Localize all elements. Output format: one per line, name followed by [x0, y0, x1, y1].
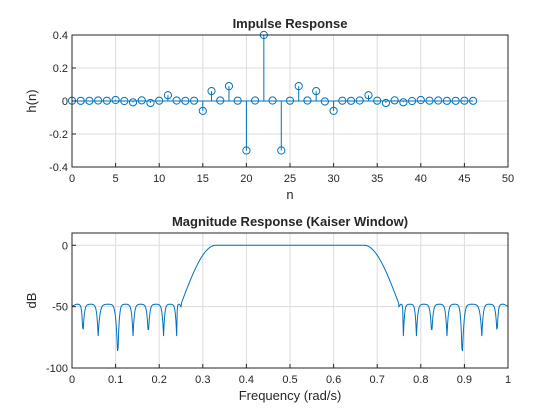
impulse-stems — [67, 30, 478, 155]
stem-marker — [407, 96, 417, 106]
stem-marker — [320, 97, 329, 106]
x-tick-label: 0.4 — [239, 374, 254, 386]
y-tick-label: -100 — [46, 363, 68, 375]
impulse-response-axes: 0 5 10 15 20 25 30 35 40 45 50 -0.4 -0.2 0 0.2 0.4 Imp… — [24, 16, 514, 202]
magnitude-x-ticks: 0 0.1 0.2 0.3 0.4 0.5 0.6 0.7 0.8 0.9 1 — [69, 364, 511, 386]
stem-marker — [390, 96, 399, 105]
stem-marker — [364, 91, 373, 100]
stem-marker — [146, 98, 155, 108]
stem-marker — [338, 96, 347, 105]
x-tick-label: 0.6 — [326, 374, 341, 386]
impulse-x-label: n — [286, 187, 293, 202]
magnitude-y-ticks: -100 -50 0 — [46, 240, 76, 375]
stem-marker — [451, 96, 460, 105]
impulse-y-ticks: -0.4 -0.2 0 0.2 0.4 — [49, 30, 76, 174]
stem-marker — [85, 96, 94, 105]
stem-marker — [285, 96, 295, 105]
stem-marker — [381, 98, 391, 108]
x-tick-label: 0.2 — [152, 374, 167, 386]
stem-marker — [434, 96, 443, 105]
magnitude-y-label: dB — [24, 293, 39, 309]
y-tick-label: -0.2 — [49, 129, 68, 141]
x-tick-label: 35 — [371, 173, 383, 185]
stem-marker — [216, 96, 225, 105]
impulse-title: Impulse Response — [233, 16, 348, 31]
stem-marker — [155, 96, 164, 105]
y-tick-label: 0 — [62, 240, 68, 252]
stem-marker — [120, 96, 129, 106]
y-tick-label: 0 — [62, 96, 68, 108]
stem-marker — [373, 96, 382, 105]
stem-marker — [172, 96, 181, 105]
stem-marker — [294, 82, 303, 91]
x-tick-label: 1 — [505, 374, 511, 386]
x-tick-label: 20 — [240, 173, 252, 185]
magnitude-title: Magnitude Response (Kaiser Window) — [172, 214, 408, 229]
x-tick-label: 45 — [458, 173, 470, 185]
x-tick-label: 10 — [153, 173, 165, 185]
x-tick-label: 0 — [69, 374, 75, 386]
stem-marker — [355, 96, 364, 105]
y-tick-label: -50 — [52, 302, 68, 314]
stem-marker — [442, 96, 452, 105]
impulse-y-label: h(n) — [24, 89, 39, 112]
stem-marker — [346, 96, 356, 105]
stem-marker — [224, 82, 234, 91]
x-tick-label: 50 — [502, 173, 514, 185]
stem-marker — [128, 98, 138, 107]
stem-marker — [242, 146, 251, 155]
x-tick-label: 0 — [69, 173, 75, 185]
stem-marker — [460, 96, 469, 105]
stem-marker — [163, 91, 173, 100]
stem-marker — [181, 96, 190, 105]
stem-marker — [102, 96, 111, 105]
x-tick-label: 0.9 — [457, 374, 472, 386]
stem-marker — [277, 146, 286, 155]
stem-marker — [416, 95, 425, 105]
stem-marker — [268, 96, 277, 105]
stem-marker — [198, 106, 207, 116]
y-tick-label: 0.4 — [53, 30, 68, 42]
x-tick-label: 5 — [113, 173, 119, 185]
impulse-x-ticks: 0 5 10 15 20 25 30 35 40 45 50 — [69, 163, 514, 185]
stem-marker — [189, 96, 199, 105]
x-tick-label: 0.8 — [413, 374, 428, 386]
y-tick-label: 0.2 — [53, 63, 68, 75]
stem-marker — [137, 96, 146, 105]
stem-marker — [469, 96, 478, 105]
stem-marker — [425, 96, 434, 105]
stem-marker — [251, 96, 260, 105]
stem-marker — [94, 96, 103, 105]
magnitude-x-label: Frequency (rad/s) — [239, 388, 342, 403]
stem-marker — [76, 96, 85, 105]
magnitude-line — [71, 244, 509, 352]
stem-marker — [399, 98, 408, 107]
stem-marker — [312, 87, 321, 96]
x-tick-label: 0.5 — [282, 374, 297, 386]
x-tick-label: 0.7 — [370, 374, 385, 386]
y-tick-label: -0.4 — [49, 162, 68, 174]
magnitude-response-axes: 0 0.1 0.2 0.3 0.4 0.5 0.6 0.7 0.8 0.9 1 -100 -50 0 M… — [24, 214, 511, 403]
x-tick-label: 30 — [327, 173, 339, 185]
stem-marker — [233, 96, 242, 105]
stem-marker — [303, 96, 312, 105]
stem-marker — [329, 106, 338, 116]
x-tick-label: 0.3 — [195, 374, 210, 386]
x-tick-label: 0.1 — [108, 374, 123, 386]
stem-marker — [111, 95, 120, 105]
x-tick-label: 40 — [415, 173, 427, 185]
x-tick-label: 15 — [197, 173, 209, 185]
stem-marker — [207, 87, 216, 96]
x-tick-label: 25 — [284, 173, 296, 185]
